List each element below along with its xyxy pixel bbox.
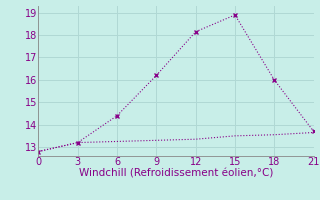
X-axis label: Windchill (Refroidissement éolien,°C): Windchill (Refroidissement éolien,°C) (79, 169, 273, 179)
